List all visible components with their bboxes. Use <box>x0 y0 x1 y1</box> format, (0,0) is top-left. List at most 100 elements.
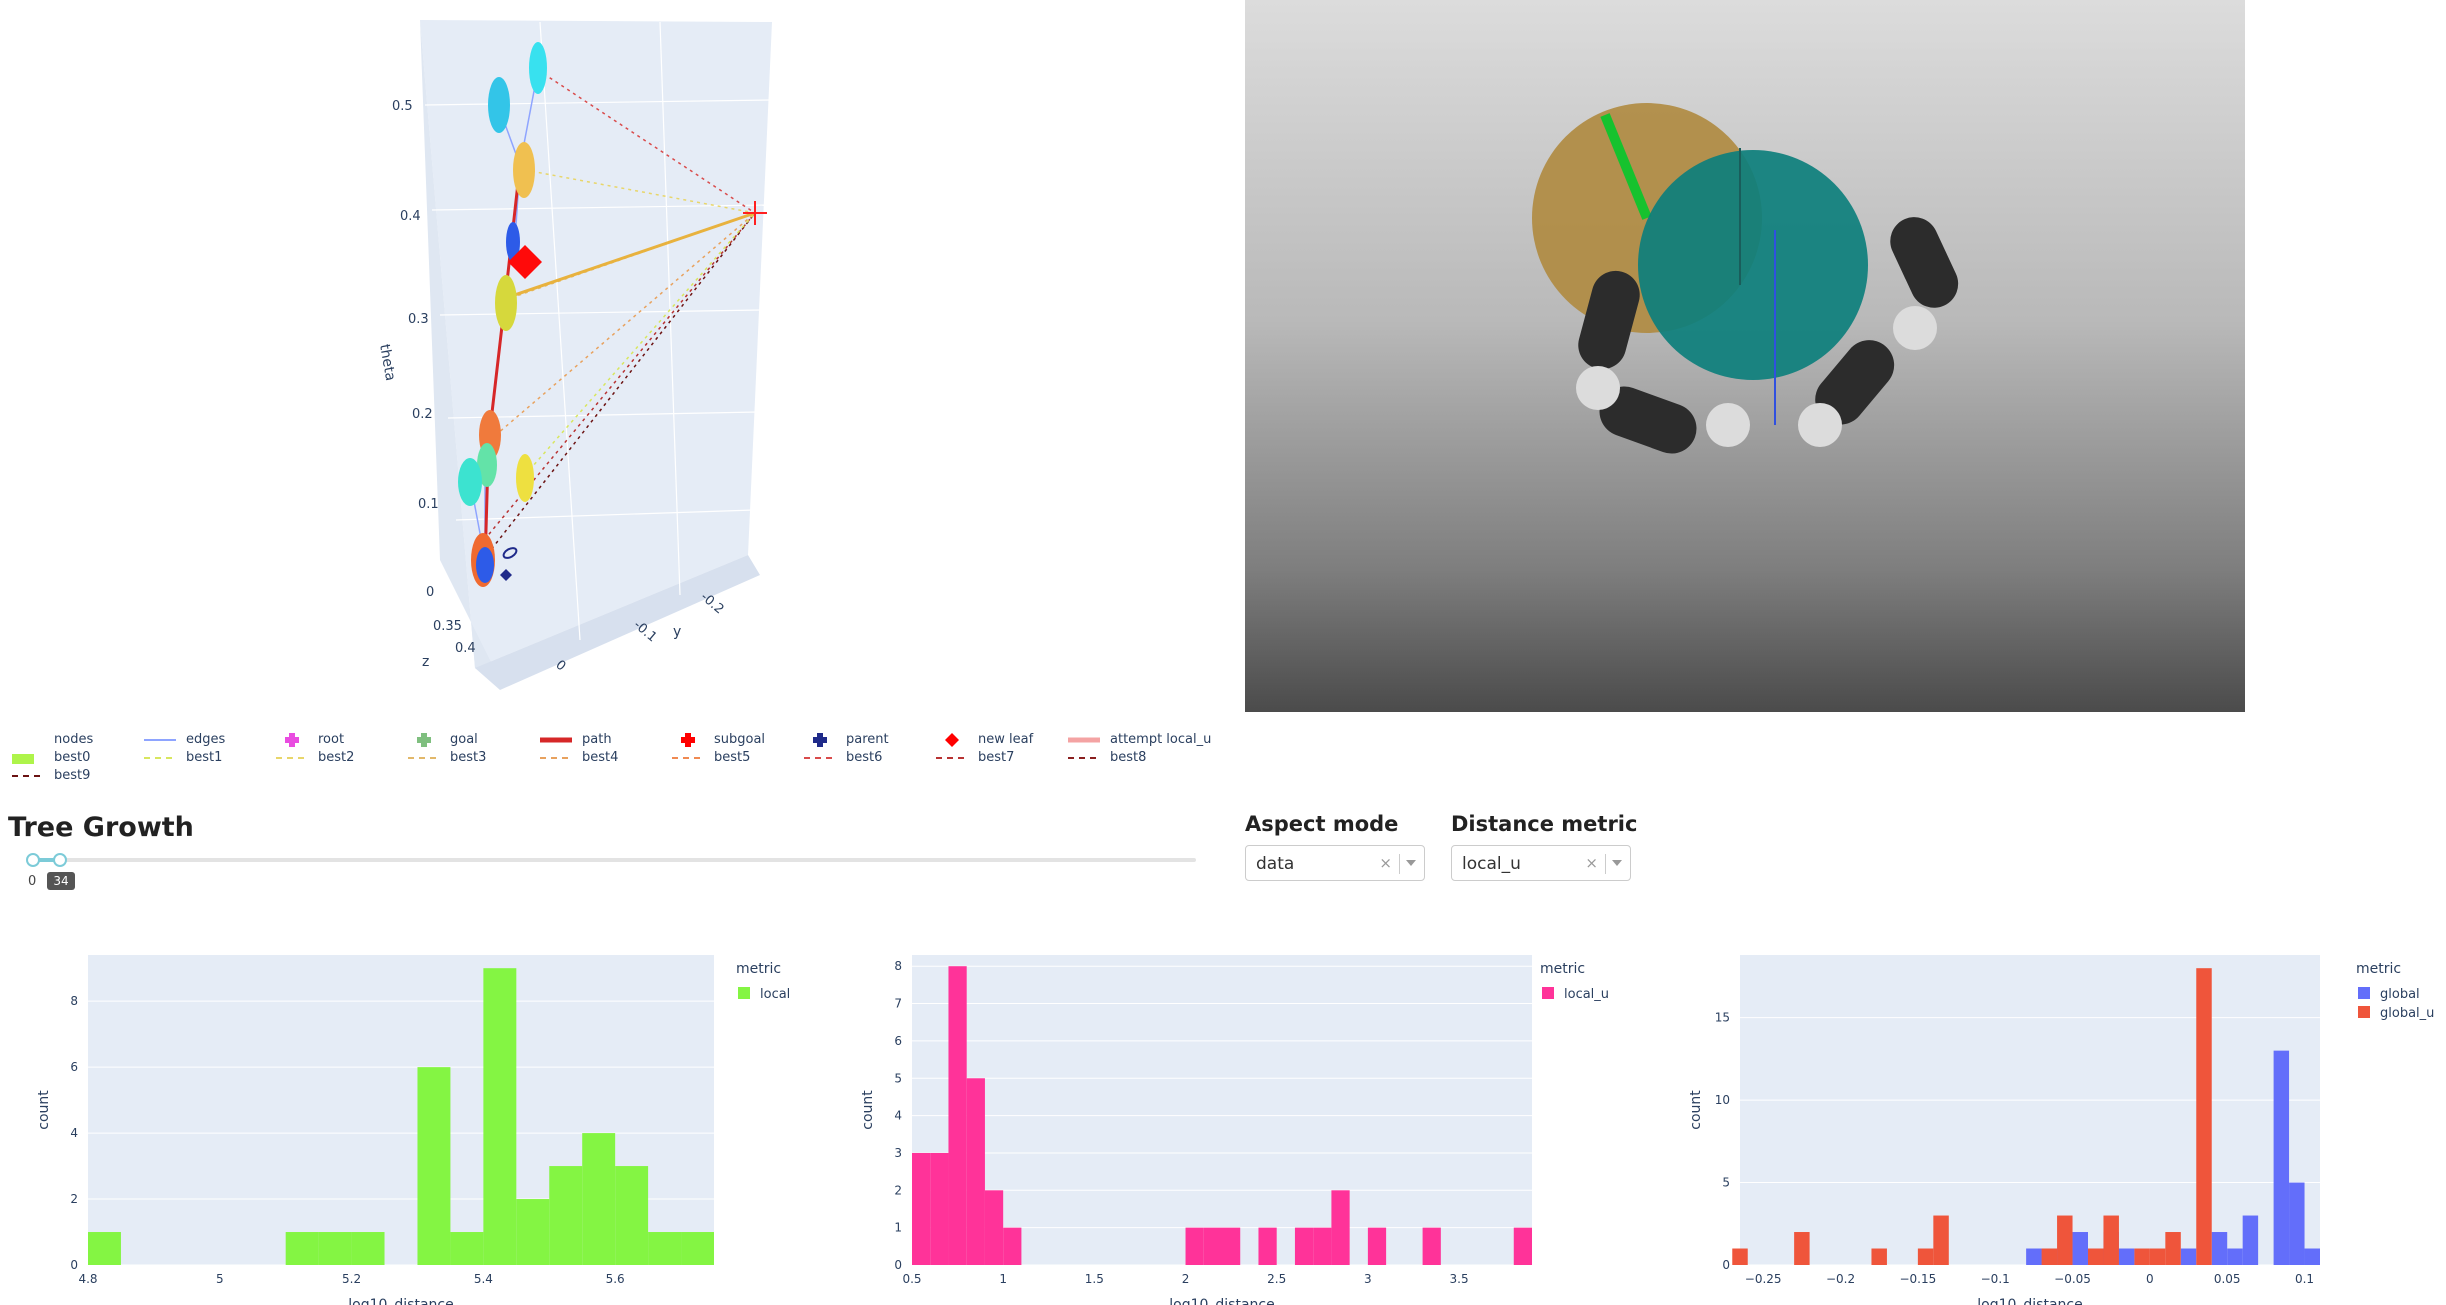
chevron-down-icon[interactable] <box>1612 860 1622 866</box>
histogram-bar[interactable] <box>2026 1248 2042 1265</box>
histogram-bar[interactable] <box>966 1078 985 1265</box>
histogram-bar[interactable] <box>984 1190 1004 1265</box>
legend-item-goal[interactable]: goal <box>404 732 478 747</box>
histogram-bar[interactable] <box>1871 1248 1887 1265</box>
legend-item-edges[interactable]: edges <box>140 732 225 747</box>
legend-item-best7[interactable]: best7 <box>932 750 1014 765</box>
aspect-mode-dropdown[interactable]: data × <box>1245 845 1425 881</box>
histogram-bar[interactable] <box>2134 1248 2150 1265</box>
legend-label: path <box>582 732 612 747</box>
histogram-bar[interactable] <box>483 968 517 1265</box>
histogram-bar[interactable] <box>318 1232 352 1265</box>
legend-label: subgoal <box>714 732 766 747</box>
legend-swatch[interactable] <box>2358 1006 2370 1018</box>
legend-entry[interactable]: global <box>2380 987 2420 1002</box>
legend-item-best5[interactable]: best5 <box>668 750 750 765</box>
histogram-bar[interactable] <box>2211 1232 2228 1265</box>
histogram-bar[interactable] <box>2072 1232 2088 1265</box>
histogram-bar[interactable] <box>417 1067 451 1265</box>
histogram-bar[interactable] <box>1367 1227 1387 1265</box>
histogram-bar[interactable] <box>2041 1248 2058 1265</box>
histogram-bar[interactable] <box>1513 1227 1532 1265</box>
y-tick-label: 2 <box>70 1192 78 1206</box>
histogram-bar[interactable] <box>2180 1248 2197 1265</box>
histogram-bar[interactable] <box>1222 1227 1241 1265</box>
legend-swatch[interactable] <box>1542 987 1554 999</box>
legend-item-best6[interactable]: best6 <box>800 750 882 765</box>
legend-item-root[interactable]: root <box>272 732 344 747</box>
tree-3d-plot[interactable]: 0.5 0.4 0.3 0.2 0.1 0 theta -0.2 -0.1 0 … <box>0 0 1230 720</box>
histogram-bar[interactable] <box>648 1232 682 1265</box>
histogram-bar[interactable] <box>2088 1248 2104 1265</box>
histogram-bar[interactable] <box>88 1232 121 1265</box>
legend-item-best9[interactable]: best9 <box>8 768 90 783</box>
legend-entry[interactable]: local <box>760 987 790 1002</box>
legend-swatch[interactable] <box>738 987 750 999</box>
legend-item-attempt-local_u[interactable]: attempt local_u <box>1064 732 1211 747</box>
histogram-local[interactable]: 0 2 4 6 8 4.8 5 5.2 5.4 5.6 log10_distance count met… <box>0 940 820 1305</box>
clear-icon[interactable]: × <box>1585 854 1598 872</box>
histogram-bar[interactable] <box>1732 1248 1748 1265</box>
legend-item-best2[interactable]: best2 <box>272 750 354 765</box>
histogram-bar[interactable] <box>516 1199 550 1265</box>
simulation-viewport[interactable] <box>1245 0 2245 712</box>
legend-item-best4[interactable]: best4 <box>536 750 618 765</box>
x-tick-label: −0.15 <box>1899 1272 1936 1286</box>
legend-item-subgoal[interactable]: subgoal <box>668 732 765 747</box>
legend-item-best1[interactable]: best1 <box>140 750 222 765</box>
histogram-global[interactable]: 0 5 10 15 −0.25 −0.2 −0.15 −0.1 −0.05 0 0.05 0.1 log… <box>1640 940 2446 1305</box>
legend-item-parent[interactable]: parent <box>800 732 889 747</box>
histogram-local-u[interactable]: 0 1 2 3 4 5 6 7 8 0.5 1 1.5 2 2.5 3 3.5 log10_distance co… <box>820 940 1640 1305</box>
histogram-bar[interactable] <box>1258 1227 1277 1265</box>
chevron-down-icon[interactable] <box>1406 860 1416 866</box>
clear-icon[interactable]: × <box>1379 854 1392 872</box>
histogram-bar[interactable] <box>615 1166 649 1265</box>
legend-item-new-leaf[interactable]: new leaf <box>932 732 1033 747</box>
histogram-bar[interactable] <box>1794 1232 1810 1265</box>
slider-min-mark <box>26 853 40 867</box>
histogram-bar[interactable] <box>1185 1227 1204 1265</box>
legend-item-best8[interactable]: best8 <box>1064 750 1146 765</box>
histogram-bar[interactable] <box>2242 1215 2259 1265</box>
histogram-bar[interactable] <box>930 1152 949 1265</box>
y-tick-label: 15 <box>1715 1011 1730 1025</box>
histogram-bar[interactable] <box>2118 1248 2135 1265</box>
legend-item-best0[interactable]: best0 <box>8 750 90 765</box>
slider-handle[interactable] <box>53 853 68 867</box>
histogram-bar[interactable] <box>450 1232 484 1265</box>
histogram-bar[interactable] <box>1917 1248 1934 1265</box>
histogram-bar[interactable] <box>285 1232 319 1265</box>
histogram-bar[interactable] <box>2103 1215 2119 1265</box>
distance-metric-dropdown[interactable]: local_u × <box>1451 845 1631 881</box>
legend-entry[interactable]: local_u <box>1564 987 1609 1002</box>
histogram-bar[interactable] <box>1331 1190 1350 1265</box>
histogram-bar[interactable] <box>2165 1232 2181 1265</box>
legend-item-nodes[interactable]: nodes <box>8 732 93 747</box>
histogram-bar[interactable] <box>2304 1248 2320 1265</box>
histogram-bar[interactable] <box>351 1232 385 1265</box>
histogram-bar[interactable] <box>1313 1227 1332 1265</box>
histogram-bar[interactable] <box>2289 1182 2305 1265</box>
tree-growth-slider-track[interactable] <box>30 858 1196 862</box>
histogram-bar[interactable] <box>948 966 967 1265</box>
histogram-bar[interactable] <box>1203 1227 1222 1265</box>
histogram-bar[interactable] <box>1003 1227 1022 1265</box>
legend-symbol <box>404 732 444 747</box>
histogram-bar[interactable] <box>549 1166 583 1265</box>
legend-swatch[interactable] <box>2358 987 2370 999</box>
histogram-bar[interactable] <box>1422 1227 1441 1265</box>
histogram-bar[interactable] <box>2149 1248 2166 1265</box>
legend-item-best3[interactable]: best3 <box>404 750 486 765</box>
histogram-bar[interactable] <box>2227 1248 2243 1265</box>
legend-entry[interactable]: global_u <box>2380 1006 2434 1021</box>
histogram-bar[interactable] <box>2057 1215 2073 1265</box>
histogram-bar[interactable] <box>912 1152 931 1265</box>
legend-symbol <box>1064 751 1104 765</box>
histogram-bar[interactable] <box>1294 1227 1314 1265</box>
histogram-bar[interactable] <box>582 1133 616 1265</box>
histogram-bar[interactable] <box>1933 1215 1949 1265</box>
legend-item-path[interactable]: path <box>536 732 612 747</box>
histogram-bar[interactable] <box>2273 1050 2290 1265</box>
histogram-bar[interactable] <box>2196 968 2212 1265</box>
histogram-bar[interactable] <box>681 1232 714 1265</box>
